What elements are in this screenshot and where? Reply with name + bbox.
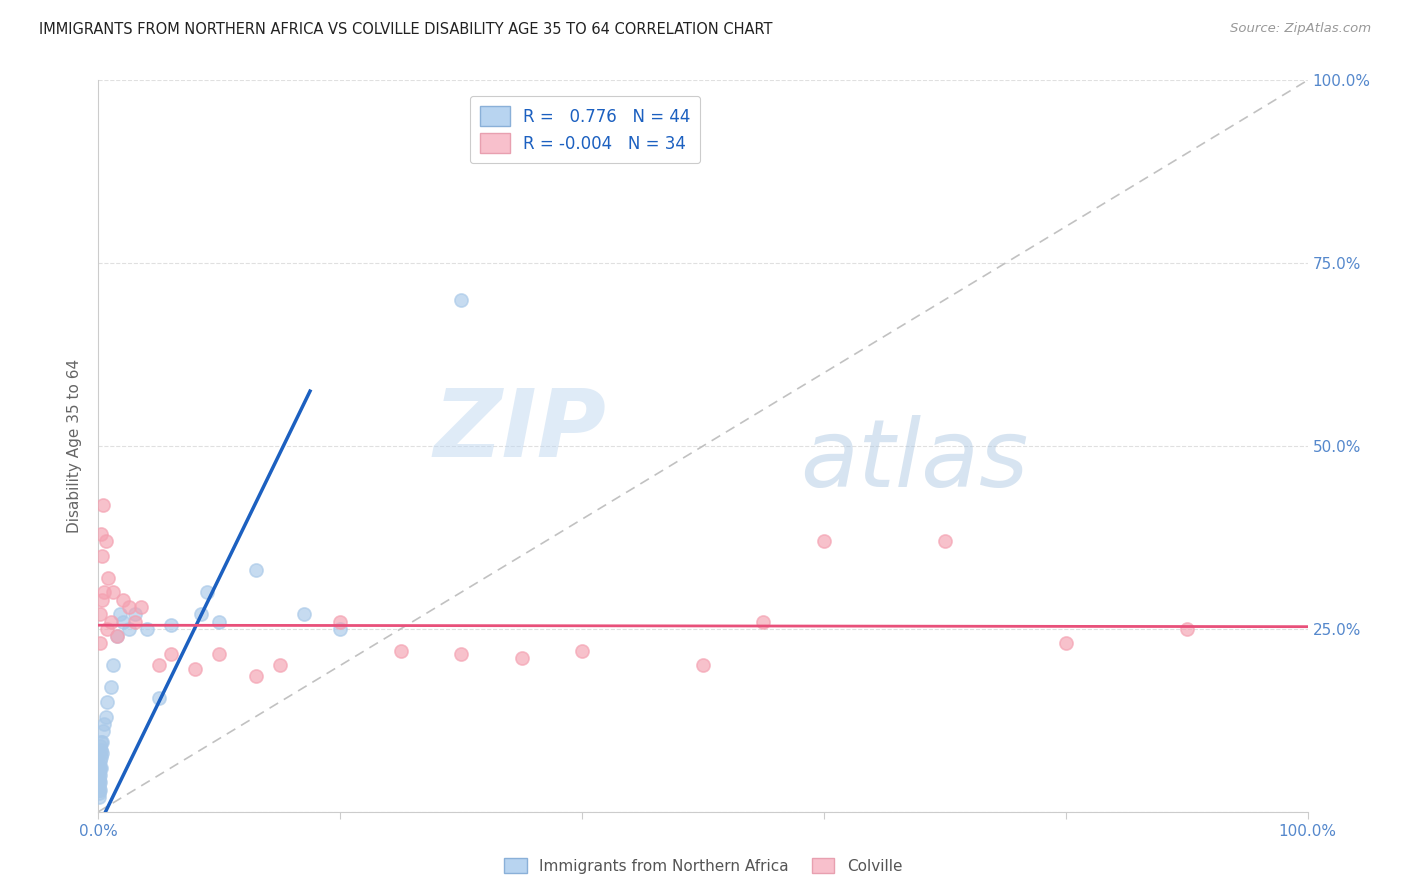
Point	[87, 782, 110, 797]
Point	[87, 757, 110, 772]
Legend: R =   0.776   N = 44, R = -0.004   N = 34: R = 0.776 N = 44, R = -0.004 N = 34	[470, 96, 700, 163]
Point	[101, 658, 124, 673]
Point	[90, 761, 112, 775]
Point	[129, 599, 152, 614]
Text: Source: ZipAtlas.com: Source: ZipAtlas.com	[1230, 22, 1371, 36]
Point	[100, 681, 122, 695]
Point	[91, 746, 114, 760]
Point	[329, 615, 352, 629]
Point	[90, 742, 112, 756]
Point	[1054, 636, 1077, 650]
Point	[89, 636, 111, 650]
Point	[571, 644, 593, 658]
Point	[450, 293, 472, 307]
Point	[190, 607, 212, 622]
Point	[101, 585, 124, 599]
Point	[91, 735, 114, 749]
Point	[89, 768, 111, 782]
Point	[245, 563, 267, 577]
Point	[91, 724, 114, 739]
Point	[692, 658, 714, 673]
Point	[108, 607, 131, 622]
Point	[93, 717, 115, 731]
Point	[124, 607, 146, 622]
Point	[90, 749, 112, 764]
Point	[94, 709, 117, 723]
Point	[87, 772, 110, 786]
Text: IMMIGRANTS FROM NORTHERN AFRICA VS COLVILLE DISABILITY AGE 35 TO 64 CORRELATION : IMMIGRANTS FROM NORTHERN AFRICA VS COLVI…	[39, 22, 773, 37]
Text: ZIP: ZIP	[433, 385, 606, 477]
Point	[91, 592, 114, 607]
Point	[89, 754, 111, 768]
Point	[87, 790, 110, 805]
Point	[105, 629, 128, 643]
Point	[89, 607, 111, 622]
Point	[124, 615, 146, 629]
Point	[96, 622, 118, 636]
Point	[89, 775, 111, 789]
Point	[135, 622, 157, 636]
Point	[148, 691, 170, 706]
Legend: Immigrants from Northern Africa, Colville: Immigrants from Northern Africa, Colvill…	[498, 852, 908, 880]
Point	[96, 695, 118, 709]
Point	[89, 746, 111, 760]
Point	[87, 775, 110, 789]
Point	[89, 761, 111, 775]
Point	[87, 787, 110, 801]
Point	[752, 615, 775, 629]
Point	[160, 618, 183, 632]
Point	[118, 599, 141, 614]
Point	[100, 615, 122, 629]
Point	[87, 779, 110, 793]
Point	[105, 629, 128, 643]
Point	[90, 526, 112, 541]
Text: atlas: atlas	[800, 415, 1028, 506]
Point	[97, 571, 120, 585]
Point	[1175, 622, 1198, 636]
Point	[118, 622, 141, 636]
Point	[510, 651, 533, 665]
Point	[91, 549, 114, 563]
Point	[208, 615, 231, 629]
Point	[245, 669, 267, 683]
Point	[87, 761, 110, 775]
Point	[148, 658, 170, 673]
Point	[87, 764, 110, 779]
Point	[89, 782, 111, 797]
Point	[934, 534, 956, 549]
Point	[90, 735, 112, 749]
Point	[94, 534, 117, 549]
Point	[184, 662, 207, 676]
Point	[87, 768, 110, 782]
Point	[93, 585, 115, 599]
Y-axis label: Disability Age 35 to 64: Disability Age 35 to 64	[67, 359, 83, 533]
Point	[269, 658, 291, 673]
Point	[111, 592, 134, 607]
Point	[208, 648, 231, 662]
Point	[89, 739, 111, 753]
Point	[813, 534, 835, 549]
Point	[91, 498, 114, 512]
Point	[195, 585, 218, 599]
Point	[389, 644, 412, 658]
Point	[111, 615, 134, 629]
Point	[329, 622, 352, 636]
Point	[160, 648, 183, 662]
Point	[450, 648, 472, 662]
Point	[292, 607, 315, 622]
